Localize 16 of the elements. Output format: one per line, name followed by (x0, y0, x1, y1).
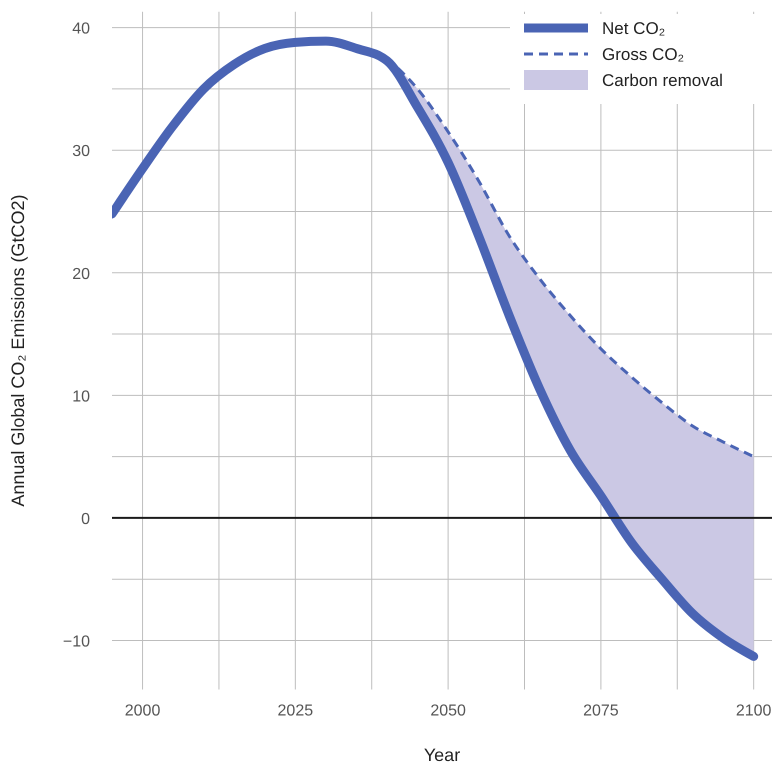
x-tick-label: 2050 (430, 702, 466, 720)
y-tick-label: 30 (72, 143, 90, 160)
y-tick-label: 0 (81, 510, 90, 528)
x-tick-label: 2100 (736, 702, 772, 720)
y-tick-label: −10 (62, 633, 90, 650)
y-tick-label: 10 (72, 388, 90, 406)
legend-label: Net CO₂ (602, 18, 666, 38)
x-axis-title: Year (424, 745, 460, 765)
y-axis-title: Annual Global CO₂ Emissions (GtCO2) (8, 194, 28, 507)
y-tick-label: 40 (72, 20, 90, 38)
legend-label: Gross CO₂ (602, 44, 684, 64)
legend-label: Carbon removal (602, 70, 723, 90)
y-tick-label: 20 (72, 266, 90, 283)
x-tick-label: 2025 (278, 702, 314, 720)
x-tick-label: 2075 (583, 702, 619, 720)
x-tick-label: 2000 (124, 702, 160, 720)
